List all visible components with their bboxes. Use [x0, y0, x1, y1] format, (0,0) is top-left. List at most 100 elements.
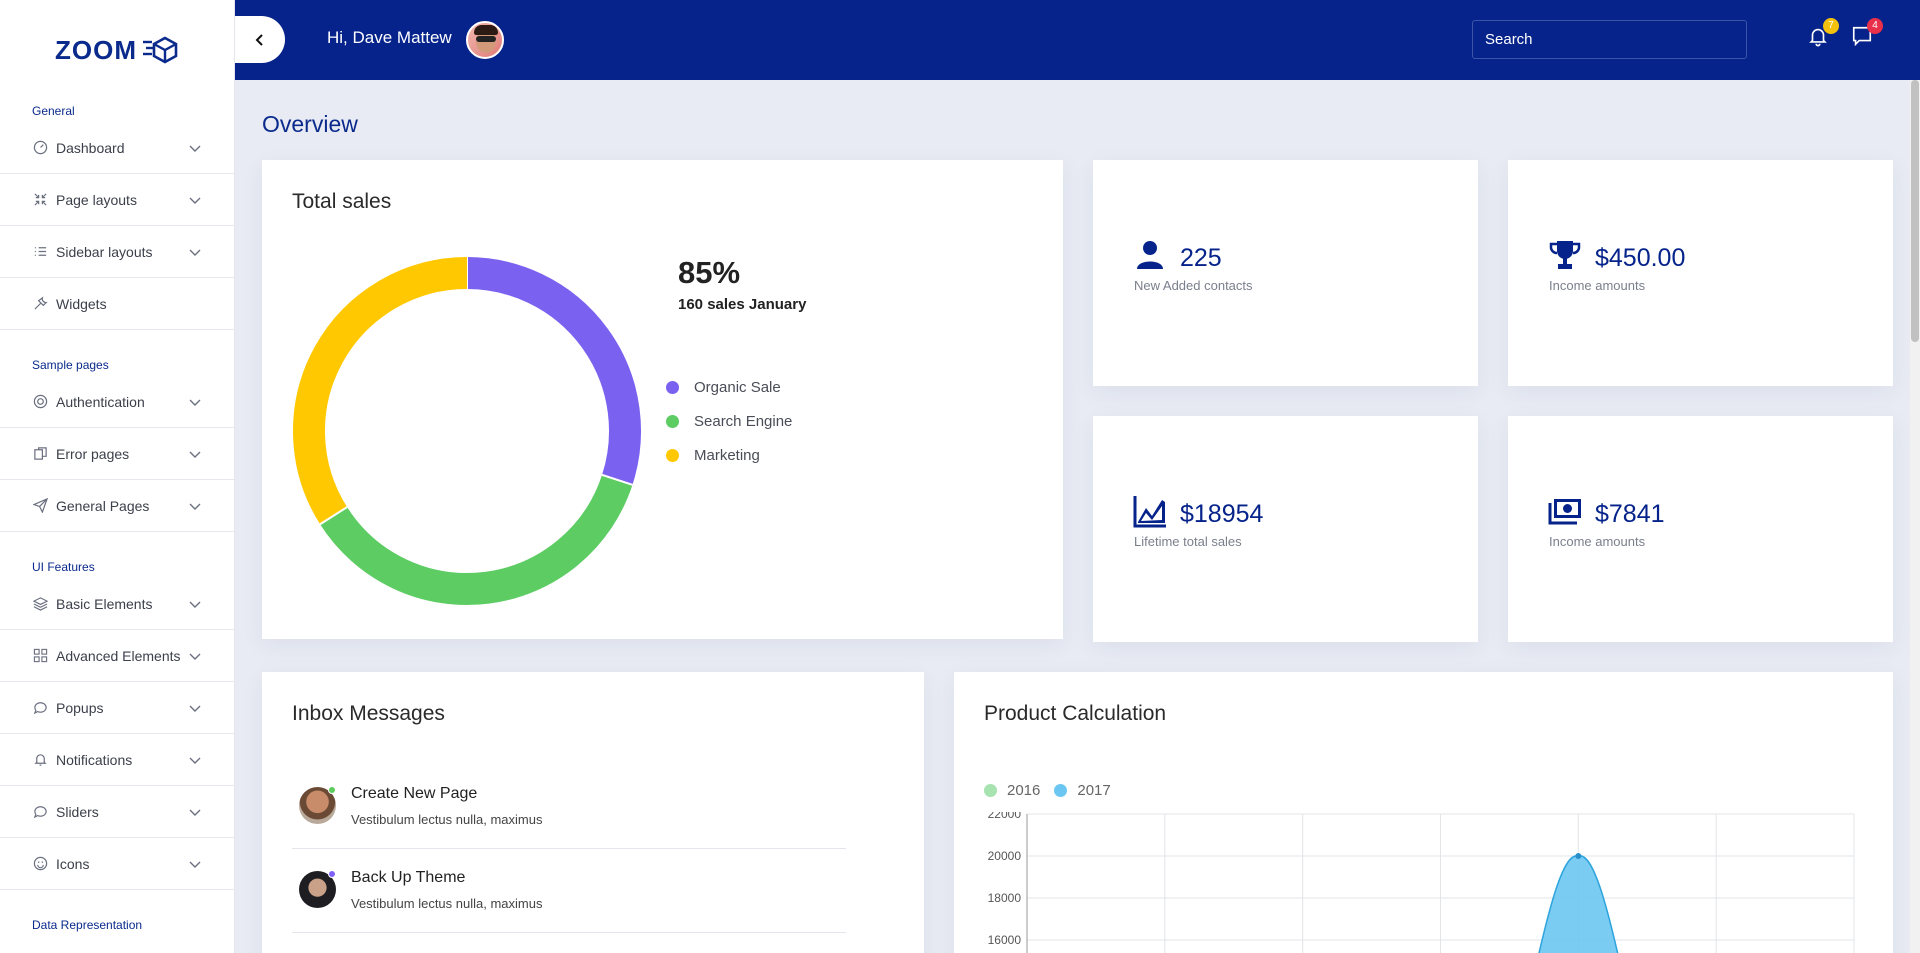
sidebar-item-label: Notifications — [56, 751, 133, 768]
wrench-icon — [32, 296, 48, 312]
product-calculation-card: Product Calculation 2016 2017 22000 20000… — [954, 672, 1893, 953]
stat-card-lifetime-sales: $18954 Lifetime total sales — [1093, 416, 1478, 642]
chevron-down-icon[interactable] — [188, 141, 202, 155]
donut-slice-separator — [319, 506, 348, 526]
scrollbar-track[interactable] — [1910, 80, 1920, 953]
user-icon — [1133, 238, 1169, 272]
legend-label: Marketing — [694, 446, 760, 464]
chevron-down-icon[interactable] — [188, 447, 202, 461]
stat-value: 225 — [1180, 244, 1222, 272]
chevron-left-icon — [255, 33, 263, 46]
stat-label: Income amounts — [1549, 534, 1646, 549]
stat-card-income-2: $7841 Income amounts — [1508, 416, 1893, 642]
donut-slice-search-engine[interactable] — [320, 474, 633, 605]
stat-label: Income amounts — [1549, 278, 1646, 293]
area-chart-icon — [1133, 494, 1169, 528]
user-avatar[interactable] — [466, 21, 504, 59]
inbox-message[interactable]: Create New Page Vestibulum lectus nulla,… — [292, 765, 846, 849]
donut-slice-marketing[interactable] — [293, 257, 468, 525]
sidebar-toggle-button[interactable] — [235, 16, 285, 63]
sidebar-item-icons[interactable]: Icons — [0, 838, 234, 890]
online-status-dot — [328, 870, 336, 878]
page-title: Overview — [262, 111, 358, 137]
legend-label: Organic Sale — [694, 378, 781, 396]
sidebar-item-error-pages[interactable]: Error pages — [0, 428, 234, 480]
sidebar-item-dashboard[interactable]: Dashboard — [0, 122, 234, 174]
chevron-down-icon[interactable] — [188, 701, 202, 715]
sidebar-item-sidebar-layouts[interactable]: Sidebar layouts — [0, 226, 234, 278]
sidebar-group-title: UI Features — [32, 560, 95, 574]
sidebar-group-title: Sample pages — [32, 358, 109, 372]
inbox-message[interactable]: Back Up Theme Vestibulum lectus nulla, m… — [292, 849, 846, 933]
paper-plane-icon — [32, 498, 48, 514]
stat-label: New Added contacts — [1134, 278, 1253, 293]
chevron-down-icon[interactable] — [188, 597, 202, 611]
chevron-down-icon[interactable] — [188, 395, 202, 409]
legend-item[interactable]: Marketing — [666, 438, 792, 472]
series-2017-area[interactable] — [1532, 855, 1624, 953]
sales-percent: 85% — [678, 255, 741, 290]
legend-item[interactable]: Organic Sale — [666, 370, 792, 404]
sidebar-item-label: Popups — [56, 699, 104, 716]
sidebar-item-authentication[interactable]: Authentication — [0, 376, 234, 428]
chat-bubble-icon — [32, 700, 48, 716]
y-tick-label: 18000 — [988, 891, 1022, 905]
top-header: Hi, Dave Mattew 7 4 — [235, 0, 1920, 80]
total-sales-card: Total sales 85% 160 sales January Organi… — [262, 160, 1063, 639]
total-sales-title: Total sales — [292, 190, 392, 213]
series-2017-point[interactable] — [1575, 853, 1582, 859]
sidebar-item-label: Authentication — [56, 393, 145, 410]
sidebar-item-sliders[interactable]: Sliders — [0, 786, 234, 838]
stat-label: Lifetime total sales — [1134, 534, 1242, 549]
chat-bubble-icon — [32, 804, 48, 820]
sales-legend: Organic Sale Search Engine Marketing — [666, 370, 792, 472]
notifications-badge: 7 — [1823, 18, 1839, 34]
chevron-down-icon[interactable] — [188, 805, 202, 819]
sidebar-item-basic-elements[interactable]: Basic Elements — [0, 578, 234, 630]
sidebar-item-advanced-elements[interactable]: Advanced Elements — [0, 630, 234, 682]
messages-button[interactable]: 4 — [1851, 18, 1883, 51]
smiley-icon — [32, 856, 48, 872]
chevron-down-icon[interactable] — [188, 499, 202, 513]
sidebar-item-widgets[interactable]: Widgets — [0, 278, 234, 330]
legend-item[interactable]: Search Engine — [666, 404, 792, 438]
stat-card-income: $450.00 Income amounts — [1508, 160, 1893, 386]
sidebar-item-label: Widgets — [56, 295, 107, 312]
sidebar-nav: General Dashboard Page layouts Sidebar layo… — [0, 100, 234, 953]
notifications-button[interactable]: 7 — [1807, 18, 1839, 51]
message-title: Back Up Theme — [351, 869, 466, 886]
chevron-down-icon[interactable] — [188, 857, 202, 871]
search-input[interactable] — [1472, 20, 1747, 59]
y-tick-label: 22000 — [988, 812, 1022, 821]
sidebar-item-notifications[interactable]: Notifications — [0, 734, 234, 786]
chevron-down-icon[interactable] — [188, 245, 202, 259]
donut-slice-separator — [601, 473, 633, 486]
legend-swatch-2016 — [984, 784, 997, 797]
sidebar-item-label: Error pages — [56, 445, 130, 462]
logo-text: ZOOM — [55, 34, 137, 65]
user-greeting: Hi, Dave Mattew — [327, 28, 452, 47]
chevron-down-icon[interactable] — [188, 193, 202, 207]
sidebar-item-popups[interactable]: Popups — [0, 682, 234, 734]
sidebar-item-charts[interactable]: Charts — [0, 936, 234, 953]
legend-label-2016[interactable]: 2016 — [1007, 782, 1041, 799]
sidebar-item-general-pages[interactable]: General Pages — [0, 480, 234, 532]
compress-icon — [32, 192, 48, 208]
stat-card-contacts: 225 New Added contacts — [1093, 160, 1478, 386]
donut-slice-organic-sale[interactable] — [466, 257, 641, 485]
legend-label-2017[interactable]: 2017 — [1077, 782, 1111, 799]
sidebar-item-page-layouts[interactable]: Page layouts — [0, 174, 234, 226]
sales-donut-chart — [293, 257, 641, 605]
product-area-chart: 22000 20000 18000 16000 — [988, 812, 1855, 953]
scrollbar-thumb[interactable] — [1911, 80, 1919, 342]
stat-value: $7841 — [1595, 500, 1665, 528]
message-preview: Vestibulum lectus nulla, maximus — [351, 896, 543, 911]
chevron-down-icon[interactable] — [188, 649, 202, 663]
sidebar-group-title: General — [32, 104, 75, 118]
sidebar-item-label: Advanced Elements — [56, 647, 181, 664]
logo[interactable]: ZOOM — [0, 0, 234, 100]
legend-label: Search Engine — [694, 412, 793, 430]
inbox-card: Inbox Messages Create New Page Vestibulu… — [262, 672, 924, 953]
sidebar-group-title: Data Representation — [32, 918, 143, 932]
chevron-down-icon[interactable] — [188, 753, 202, 767]
